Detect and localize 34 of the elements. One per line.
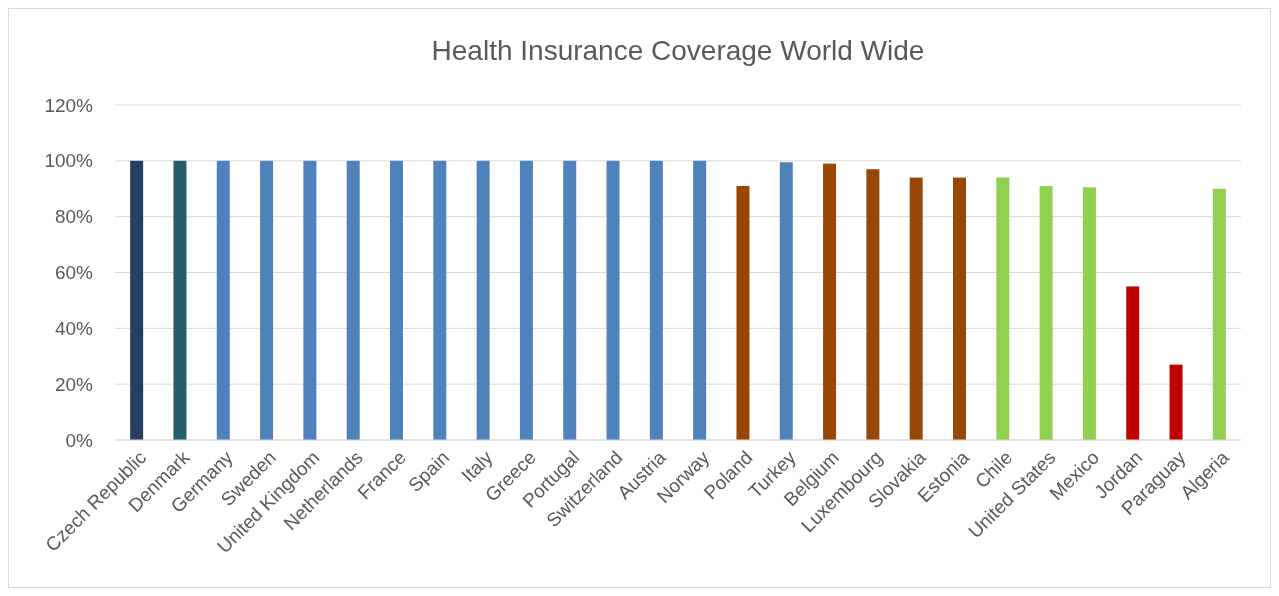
bar (173, 160, 187, 440)
bar (1169, 364, 1183, 440)
y-tick-label: 120% (44, 94, 94, 116)
y-tick-label: 100% (44, 150, 94, 172)
bar (1082, 187, 1096, 440)
bar (433, 160, 447, 440)
bar (649, 160, 663, 440)
bar (1212, 188, 1226, 440)
bar (519, 160, 533, 440)
chart-title: Health Insurance Coverage World Wide (431, 35, 925, 66)
bar (823, 163, 837, 440)
bar (693, 160, 707, 440)
bar (909, 177, 923, 440)
bar (476, 160, 490, 440)
bar (866, 169, 880, 440)
bar (563, 160, 577, 440)
bar (996, 177, 1010, 440)
bar (130, 160, 144, 440)
y-tick-label: 0% (65, 429, 94, 451)
bar (303, 160, 317, 440)
bar (390, 160, 403, 440)
bar (736, 185, 750, 440)
bar (216, 160, 230, 440)
bar (1126, 286, 1140, 440)
y-tick-label: 80% (54, 206, 94, 228)
bar (260, 160, 274, 440)
bar (1039, 185, 1053, 440)
bar (346, 160, 360, 440)
y-tick-label: 40% (54, 317, 94, 339)
bar (606, 160, 620, 440)
y-tick-label: 20% (54, 373, 94, 395)
bar (779, 162, 793, 440)
bar (953, 177, 966, 440)
y-tick-label: 60% (54, 262, 94, 284)
